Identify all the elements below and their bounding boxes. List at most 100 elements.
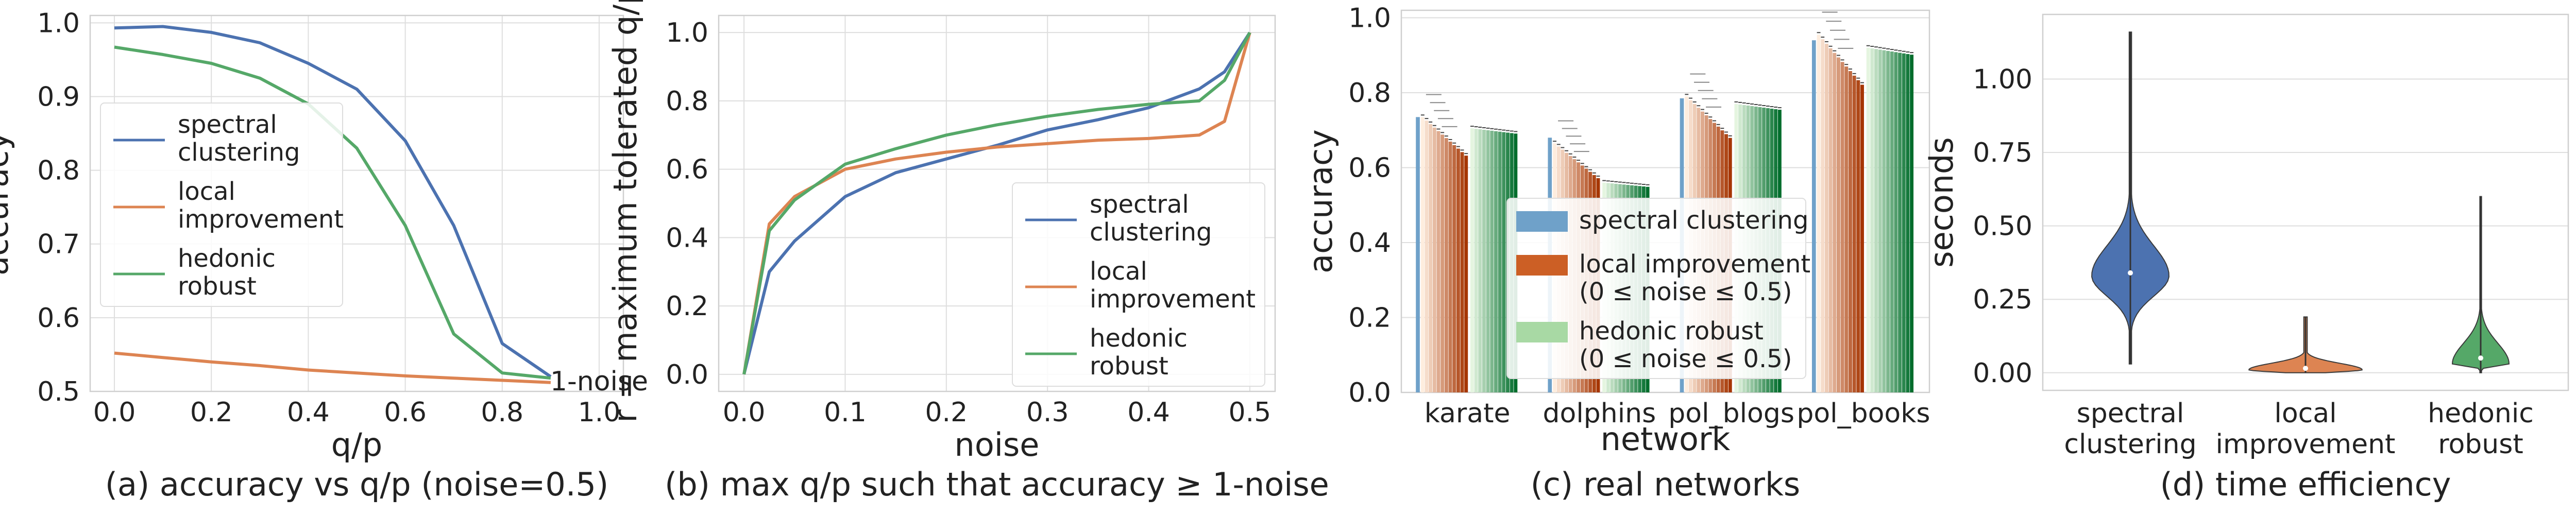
bar-spectral (1811, 40, 1816, 393)
bar-spectral (1416, 117, 1420, 392)
series-line-spectral-clustering (742, 31, 1251, 375)
panel-d-ytick: 1.00 (1973, 64, 2032, 95)
legend-label: clustering (178, 138, 300, 167)
panel-b-xtick: 0.4 (1127, 397, 1170, 428)
chart-caption: (c) real networks (1531, 466, 1800, 503)
bar-hedonic (1894, 52, 1898, 393)
panel-d-ytick: 0.00 (1973, 358, 2032, 389)
bar-local (1828, 48, 1833, 393)
x-tick-category: karate (1425, 398, 1511, 429)
legend-label: improvement (178, 205, 344, 234)
bar-hedonic (1486, 130, 1490, 392)
panel-c-frame (1400, 9, 1930, 393)
legend-label: (0 ≤ noise ≤ 0.5) (1579, 278, 1792, 306)
panel-a: 0.0 0.2 0.4 0.6 0.8 1.0 0.5 0.6 0.7 0.8 0.9 1.0 spec… (0, 8, 648, 503)
bar-local (1436, 131, 1440, 392)
legend-label: robust (178, 272, 257, 301)
panel-a-ytick: 1.0 (37, 8, 80, 39)
panel-b: 0.0 0.1 0.2 0.3 0.4 0.5 0.0 0.2 0.4 0.6 0.8 1.0 spec… (606, 0, 1329, 503)
panel-b-ytick: 0.6 (666, 154, 708, 185)
series-line-spectral-clustering (114, 25, 552, 378)
bar-hedonic (1482, 129, 1486, 392)
x-tick-category: pol_books (1797, 398, 1930, 429)
bar-hedonic (1898, 53, 1902, 392)
panel-a-xtick: 0.6 (384, 397, 427, 428)
panel-b-ytick: 0.0 (666, 359, 708, 390)
legend-label: hedonic (178, 244, 276, 273)
legend-label: (0 ≤ noise ≤ 0.5) (1579, 345, 1792, 373)
bar-hedonic (1470, 128, 1474, 392)
panel-c-ytick: 1.0 (1348, 3, 1391, 34)
panel-b-ytick: 0.8 (666, 86, 708, 117)
violin-median (2303, 366, 2308, 371)
bar-local (1420, 117, 1425, 392)
bar-local (1833, 53, 1837, 392)
legend-swatch (1516, 322, 1568, 342)
series-line-local-improvement (114, 351, 551, 384)
bar-hedonic (1494, 131, 1498, 392)
legend-label: local improvement (1579, 250, 1810, 279)
bar-local (1456, 148, 1460, 392)
x-tick-category: hedonic (2428, 398, 2534, 429)
panel-a-xtick: 0.2 (190, 397, 233, 428)
x-tick-category: clustering (2064, 429, 2196, 460)
bar-local (1817, 35, 1821, 393)
legend-label: improvement (1090, 285, 1256, 314)
bar-hedonic (1890, 52, 1894, 392)
violin-median (2478, 355, 2483, 361)
violin-median (2128, 270, 2133, 276)
bar-local (1440, 134, 1445, 392)
bar-hedonic (1870, 48, 1874, 393)
legend-label: spectral (178, 110, 277, 139)
panel-c-ytick: 0.8 (1348, 78, 1391, 109)
panel-d-ytick: 0.50 (1973, 211, 2032, 242)
x-tick-category: pol_blogs (1668, 398, 1794, 429)
panel-b-xtick: 0.5 (1229, 397, 1272, 428)
bar-hedonic (1478, 129, 1482, 393)
y-axis-label: accuracy (1302, 129, 1340, 273)
series-line-hedonic-robust (742, 31, 1251, 375)
panel-c-ytick: 0.2 (1348, 303, 1391, 334)
panel-a-xtick: 0.4 (287, 397, 330, 428)
annotation-1-noise: 1-noise (550, 366, 648, 397)
chart-caption: (b) max q/p such that accuracy ≥ 1-noise (665, 466, 1329, 503)
bar-local (1844, 66, 1849, 392)
chart-caption: (d) time efficiency (2160, 466, 2451, 503)
legend-label: spectral (1090, 190, 1189, 219)
panel-c-ytick: 0.0 (1348, 377, 1391, 408)
x-axis-label: q/p (331, 426, 383, 464)
y-axis-label: accuracy (0, 131, 15, 276)
panel-b-ytick: 0.4 (666, 222, 708, 253)
bar-hedonic (1502, 132, 1506, 392)
panel-b-ytick: 1.0 (666, 18, 708, 48)
panel-b-ytick: 0.2 (666, 291, 708, 322)
panel-a-ytick: 0.5 (37, 376, 80, 407)
panel-a-ytick: 0.6 (37, 303, 80, 334)
panel-a-ytick: 0.9 (37, 81, 80, 112)
bar-local (1444, 138, 1448, 392)
bar-local (1824, 43, 1828, 392)
panel-b-xtick: 0.3 (1026, 397, 1069, 428)
bar-local (1460, 152, 1464, 392)
panel-c-ytick: 0.6 (1348, 153, 1391, 184)
bar-hedonic (1902, 53, 1906, 393)
bar-hedonic (1886, 50, 1890, 393)
x-tick-category: robust (2438, 429, 2523, 460)
legend-label: local (1090, 257, 1147, 286)
bar-local (1860, 84, 1864, 393)
panel-a-xtick: 1.0 (578, 397, 621, 428)
legend-label: clustering (1090, 218, 1212, 247)
legend-box (1506, 198, 1806, 379)
bar-local (1452, 145, 1456, 392)
bar-local (1856, 80, 1860, 393)
legend-label: robust (1090, 352, 1168, 381)
panel-c-ytick: 0.4 (1348, 228, 1391, 259)
panel-a-ytick: 0.8 (37, 156, 80, 186)
panel-d-frame (2042, 13, 2569, 391)
bar-local (1425, 121, 1429, 392)
bar-hedonic (1882, 50, 1886, 392)
series-line-local-improvement (742, 32, 1251, 375)
bar-local (1464, 156, 1468, 392)
bar-local (1840, 62, 1844, 392)
